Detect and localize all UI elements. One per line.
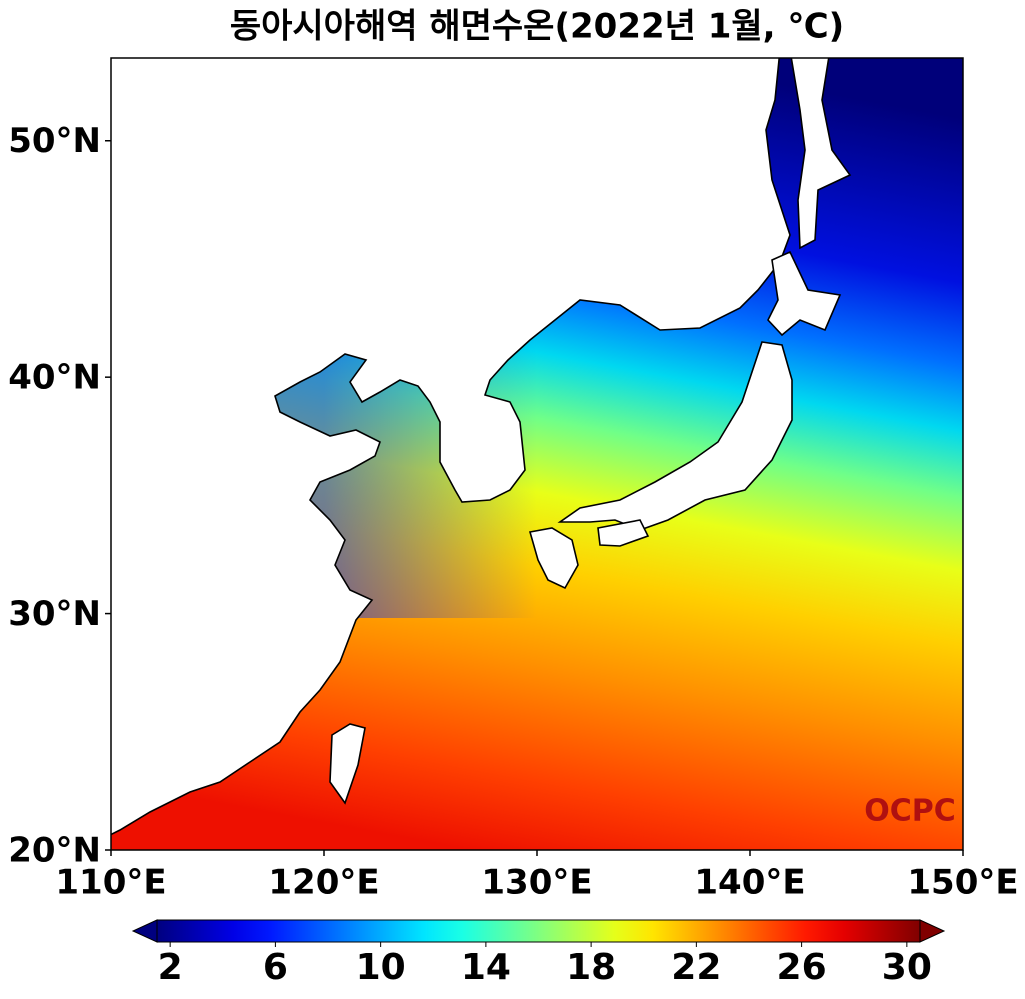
- y-tick-label: 40°N: [8, 358, 101, 398]
- x-tick-label: 130°E: [481, 863, 592, 903]
- colorbar-tick-label: 14: [461, 947, 511, 988]
- colorbar-tick-label: 30: [882, 947, 932, 988]
- colorbar-extend-high: [919, 919, 946, 943]
- colorbar-tick-label: 22: [671, 947, 721, 988]
- taiwan: [329, 723, 366, 805]
- colorbar-bar: [156, 919, 921, 943]
- colorbar-tick-label: 6: [263, 947, 288, 988]
- shikoku: [597, 519, 650, 547]
- logo: OCPC: [864, 794, 956, 829]
- colorbar-tick-label: 2: [158, 947, 183, 988]
- x-tick-label: 150°E: [907, 863, 1018, 903]
- honshu: [557, 341, 793, 531]
- colorbar-extend-low: [131, 919, 158, 943]
- hokkaido: [767, 250, 842, 337]
- chart-title: 동아시아해역 해면수온(2022년 1월, ℃): [230, 7, 844, 47]
- sakhalin: [790, 58, 852, 250]
- y-tick-label: 30°N: [8, 594, 101, 634]
- map-area: OCPC: [111, 58, 963, 850]
- colorbar-tick-label: 26: [777, 947, 827, 988]
- y-tick-label: 50°N: [8, 121, 101, 161]
- x-tick-label: 120°E: [268, 863, 379, 903]
- colorbar-tick-label: 10: [356, 947, 406, 988]
- colorbar-tick-label: 18: [566, 947, 616, 988]
- x-tick-label: 110°E: [55, 863, 166, 903]
- y-tick-label: 20°N: [8, 831, 101, 871]
- x-tick-label: 140°E: [694, 863, 805, 903]
- colorbar: 2 6 10 14 18 22 26 30: [131, 919, 946, 988]
- mainland: [111, 58, 791, 836]
- kyushu: [528, 527, 579, 590]
